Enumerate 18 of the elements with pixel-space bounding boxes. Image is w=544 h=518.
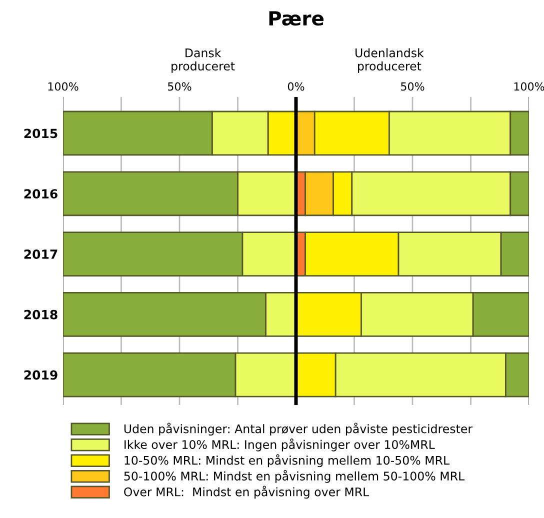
y-tick-label: 2016 (24, 189, 58, 199)
x-tick-label: 100% (48, 82, 78, 91)
legend-label: 10-50% MRL: Mindst en påvisning mellem 10-50% MRL (124, 454, 450, 468)
x-tick-label: 50% (401, 82, 424, 91)
y-tick-label: 2017 (24, 249, 58, 259)
y-tick-label: 2019 (24, 370, 58, 380)
x-tick-label: 0% (288, 82, 304, 91)
legend-label: Over MRL: Mindst en påvisning over MRL (124, 486, 370, 499)
legend-label: Uden påvisninger: Antal prøver uden påviste pesticidrester (124, 422, 473, 436)
text: Udenlandsk produceret (356, 48, 424, 73)
legend-label: 50-100% MRL: Mindst en påvisning mellem 50-100% MRL (124, 470, 465, 483)
x-tick-label: 100% (514, 82, 544, 91)
text: Dansk produceret (172, 48, 235, 73)
x-tick-label: 50% (168, 82, 192, 91)
chart-title: Pære (269, 11, 324, 26)
legend-label: Ikke over 10% MRL: Ingen påvisninger over 10%MRL (124, 438, 435, 452)
y-tick-label: 2018 (24, 310, 58, 320)
y-tick-label: 2015 (24, 128, 58, 138)
